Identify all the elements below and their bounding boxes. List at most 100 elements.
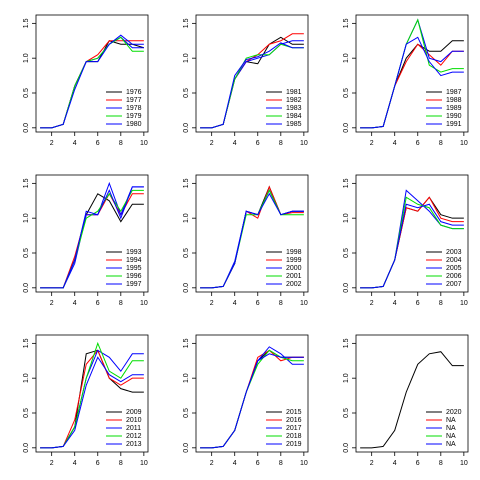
series-line xyxy=(40,186,144,289)
legend-label: 2016 xyxy=(286,417,302,424)
plot-frame xyxy=(355,14,469,133)
legend-label: 2019 xyxy=(286,441,302,448)
y-tick-label: 0.5 xyxy=(343,248,350,258)
legend-label: 1999 xyxy=(286,257,302,264)
x-tick-label: 4 xyxy=(73,460,77,467)
legend-label: 2011 xyxy=(126,425,141,432)
x-tick-label: 2 xyxy=(370,300,374,307)
x-tick-label: 2 xyxy=(50,300,54,307)
y-tick-label: 0.5 xyxy=(343,88,350,98)
legend-label: 1982 xyxy=(286,97,302,104)
legend-label: 1979 xyxy=(126,113,142,120)
y-tick-label: 0.0 xyxy=(183,283,190,293)
y-tick-label: 1.5 xyxy=(183,338,190,348)
series-line xyxy=(200,42,304,129)
x-tick-label: 8 xyxy=(119,460,123,467)
x-tick-label: 6 xyxy=(96,140,100,147)
x-tick-label: 2 xyxy=(50,460,54,467)
x-tick-label: 4 xyxy=(393,140,397,147)
plot-frame xyxy=(35,14,149,133)
legend-label: NA xyxy=(446,433,456,440)
x-tick-label: 10 xyxy=(300,140,308,147)
y-tick-label: 1.0 xyxy=(183,53,190,63)
x-tick-label: 10 xyxy=(140,140,148,147)
x-tick-label: 8 xyxy=(119,300,123,307)
y-tick-label: 1.5 xyxy=(23,18,30,28)
y-tick-label: 1.5 xyxy=(183,18,190,28)
x-tick-label: 8 xyxy=(439,140,443,147)
x-tick-label: 2 xyxy=(370,460,374,467)
x-tick-label: 6 xyxy=(96,460,100,467)
y-tick-label: 0.5 xyxy=(343,408,350,418)
y-tick-label: 0.0 xyxy=(183,443,190,453)
x-tick-label: 8 xyxy=(279,300,283,307)
legend-label: 2015 xyxy=(286,409,302,416)
legend-label: 2000 xyxy=(286,265,302,272)
x-tick-label: 10 xyxy=(300,300,308,307)
x-tick-label: 6 xyxy=(256,140,260,147)
legend-label: 1985 xyxy=(286,121,302,128)
x-tick-label: 8 xyxy=(279,460,283,467)
plot-frame xyxy=(195,14,309,133)
legend-label: 1996 xyxy=(126,273,142,280)
plot-frame xyxy=(35,174,149,293)
legend-label: 1994 xyxy=(126,257,142,264)
y-tick-label: 1.0 xyxy=(183,213,190,223)
y-tick-label: 0.5 xyxy=(23,88,30,98)
legend-label: 1977 xyxy=(126,97,142,104)
x-tick-label: 10 xyxy=(140,300,148,307)
x-tick-label: 2 xyxy=(210,460,214,467)
x-tick-label: 4 xyxy=(233,460,237,467)
series-line xyxy=(40,356,144,449)
x-tick-label: 4 xyxy=(73,300,77,307)
legend-label: 2005 xyxy=(446,265,462,272)
legend-label: 2006 xyxy=(446,273,462,280)
legend-label: 1978 xyxy=(126,105,142,112)
plot-frame xyxy=(355,334,469,453)
y-tick-label: 1.5 xyxy=(343,338,350,348)
legend-label: 1998 xyxy=(286,249,302,256)
x-tick-label: 10 xyxy=(300,460,308,467)
x-tick-label: 2 xyxy=(210,300,214,307)
x-tick-label: 4 xyxy=(233,140,237,147)
x-tick-label: 8 xyxy=(439,460,443,467)
legend-label: 2013 xyxy=(126,441,142,448)
legend-label: NA xyxy=(446,417,456,424)
series-line xyxy=(200,192,304,289)
y-tick-label: 0.0 xyxy=(343,283,350,293)
legend-label: 1995 xyxy=(126,265,142,272)
legend-label: 2020 xyxy=(446,409,462,416)
legend-label: 1997 xyxy=(126,281,142,288)
legend-label: 2004 xyxy=(446,257,462,264)
x-tick-label: 6 xyxy=(416,460,420,467)
x-tick-label: 6 xyxy=(96,300,100,307)
legend-label: 2010 xyxy=(126,417,142,424)
plot-frame xyxy=(195,334,309,453)
series-line xyxy=(40,34,144,129)
y-tick-label: 1.0 xyxy=(183,373,190,383)
legend-label: 2002 xyxy=(286,281,302,288)
plot-frame xyxy=(35,334,149,453)
legend-label: 2001 xyxy=(286,273,302,280)
series-line xyxy=(360,36,464,129)
legend-label: 2003 xyxy=(446,249,462,256)
y-tick-label: 1.0 xyxy=(23,373,30,383)
x-tick-label: 6 xyxy=(256,300,260,307)
legend-label: 2009 xyxy=(126,409,142,416)
x-tick-label: 6 xyxy=(256,460,260,467)
y-tick-label: 1.0 xyxy=(343,53,350,63)
y-tick-label: 0.0 xyxy=(23,443,30,453)
y-tick-label: 1.5 xyxy=(183,178,190,188)
y-tick-label: 1.0 xyxy=(343,373,350,383)
x-tick-label: 4 xyxy=(393,300,397,307)
plot-frame xyxy=(195,174,309,293)
y-tick-label: 1.5 xyxy=(23,178,30,188)
legend-label: 1987 xyxy=(446,89,462,96)
legend-label: 1990 xyxy=(446,113,462,120)
y-tick-label: 1.0 xyxy=(23,213,30,223)
legend-label: NA xyxy=(446,425,456,432)
legend-label: 2007 xyxy=(446,281,462,288)
y-tick-label: 0.0 xyxy=(343,123,350,133)
x-tick-label: 10 xyxy=(460,300,468,307)
